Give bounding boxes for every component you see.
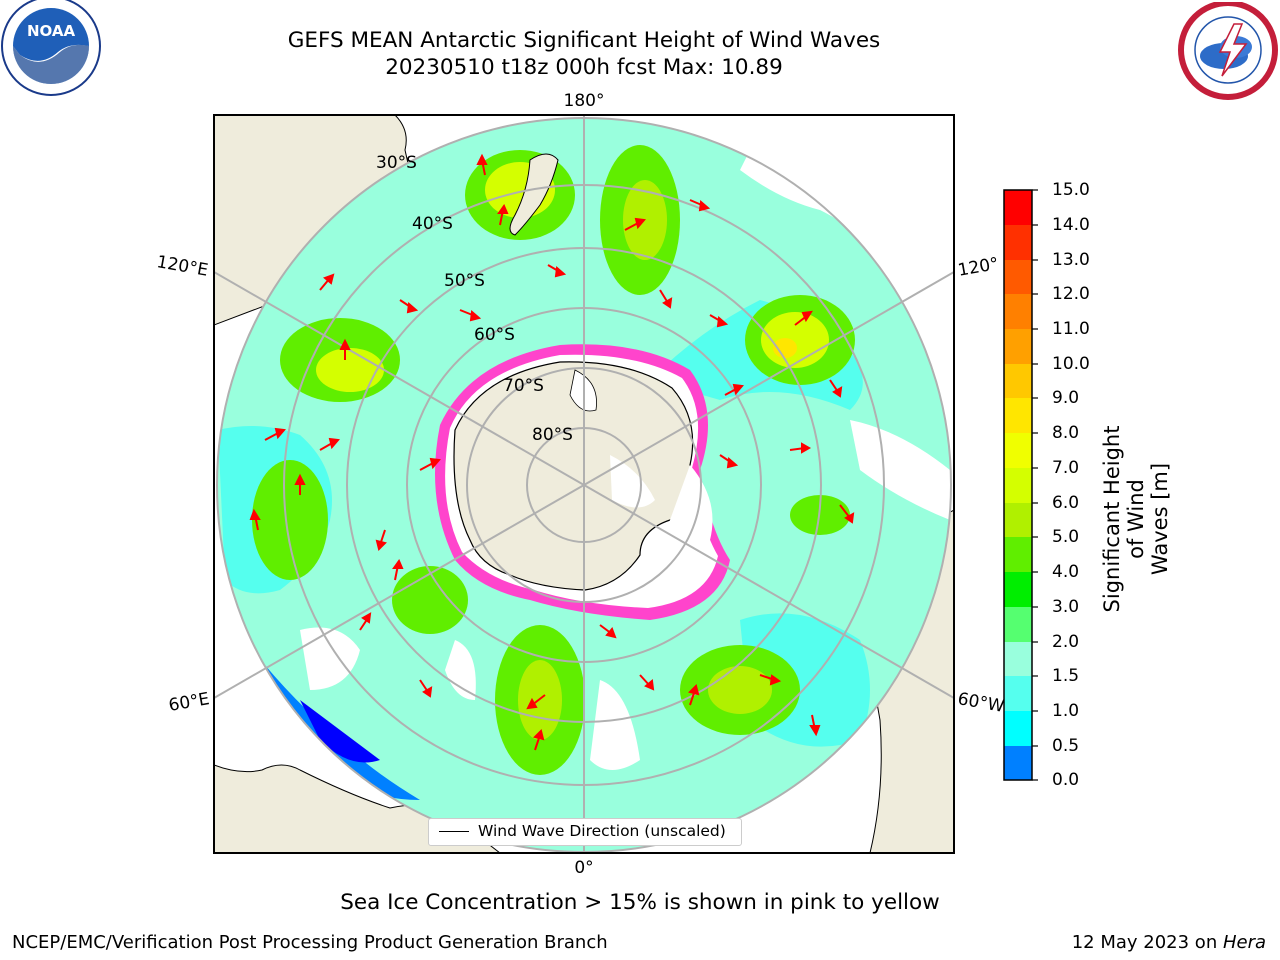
arrow (526, 694, 546, 710)
colorbar (1003, 189, 1038, 781)
lon-label-top: 180° (564, 91, 605, 111)
lat-label-30s: 30°S (376, 153, 417, 173)
lat-label-50s: 50°S (444, 271, 485, 291)
arrow (688, 684, 700, 706)
lat-label-40s: 40°S (412, 214, 453, 234)
lat-label-80s: 80°S (532, 425, 573, 445)
arrow (264, 427, 286, 441)
arrow (839, 504, 855, 524)
colorbar-tick: 0.5 (1052, 736, 1080, 756)
arrow (759, 674, 782, 686)
arrow (319, 273, 335, 291)
arrow (392, 558, 404, 581)
colorbar-label-line1: Significant Height of Wind (1100, 425, 1148, 613)
nws-logo (1178, 2, 1278, 100)
arrow (829, 379, 843, 398)
arrow (375, 529, 387, 551)
colorbar-tick: 11.0 (1052, 319, 1090, 339)
footer-branch: NCEP/EMC/Verification Post Processing Pr… (12, 932, 608, 953)
arrow (719, 454, 739, 469)
arrow (419, 679, 433, 698)
footer-date: 12 May 2023 on Hera (1072, 932, 1266, 953)
lon-label-lower-right: 60°W (956, 689, 1006, 717)
arrow (639, 674, 655, 691)
sea-ice-caption: Sea Ice Concentration > 15% is shown in … (340, 890, 940, 915)
legend-label: Wind Wave Direction (unscaled) (478, 822, 726, 840)
lat-label-70s: 70°S (503, 376, 544, 396)
colorbar-tick: 14.0 (1052, 215, 1090, 235)
colorbar-tick: 10.0 (1052, 354, 1090, 374)
colorbar-tick: 13.0 (1052, 250, 1090, 270)
colorbar-label-line2: Waves [m] (1148, 462, 1172, 576)
colorbar-tick: 15.0 (1052, 180, 1090, 200)
colorbar-tick: 6.0 (1052, 493, 1080, 513)
lon-label-lower-left: 60°E (167, 689, 211, 716)
arrow (689, 199, 711, 212)
colorbar-label: Significant Height of Wind Waves [m] (1100, 419, 1172, 619)
arrow (294, 473, 306, 495)
arrow (359, 612, 372, 631)
arrow (789, 442, 812, 454)
arrow (533, 729, 545, 751)
colorbar-tick: 3.0 (1052, 597, 1080, 617)
arrow (624, 217, 646, 231)
arrow (794, 310, 813, 326)
arrow (724, 383, 744, 396)
colorbar-tick: 5.0 (1052, 527, 1080, 547)
arrow (659, 289, 673, 309)
lon-label-upper-left: 120°E (155, 252, 209, 281)
chart-title: GEFS MEAN Antarctic Significant Height o… (287, 28, 881, 53)
arrow (547, 264, 567, 278)
arrow (249, 508, 261, 531)
arrow (419, 457, 441, 471)
footer-host: Hera (1222, 932, 1266, 953)
wind-wave-arrows (249, 153, 855, 751)
colorbar-tick: 0.0 (1052, 770, 1080, 790)
arrow (497, 203, 509, 226)
footer-date-text: 12 May 2023 on (1071, 932, 1223, 953)
arrow (459, 309, 482, 322)
colorbar-tick: 12.0 (1052, 284, 1090, 304)
colorbar-tick: 8.0 (1052, 423, 1080, 443)
colorbar-tick: 1.0 (1052, 701, 1080, 721)
lon-label-bottom: 0° (574, 858, 593, 878)
chart-subtitle: 20230510 t18z 000h fcst Max: 10.89 (385, 55, 783, 80)
colorbar-tick: 1.5 (1052, 666, 1080, 686)
lon-label-upper-right: 120° (956, 254, 1000, 281)
arrow (809, 714, 821, 737)
map-frame (213, 114, 955, 854)
arrow (709, 314, 729, 328)
colorbar-tick: 2.0 (1052, 632, 1080, 652)
colorbar-tick: 4.0 (1052, 562, 1080, 582)
arrow (599, 624, 617, 639)
lat-label-60s: 60°S (474, 325, 515, 345)
noaa-logo-text: NOAA (27, 22, 76, 40)
arrow (399, 299, 419, 314)
colorbar-tick: 9.0 (1052, 388, 1080, 408)
arrow (319, 437, 340, 451)
graticule (214, 115, 954, 853)
map-legend: Wind Wave Direction (unscaled) (428, 818, 742, 846)
colorbar-tick: 7.0 (1052, 458, 1080, 478)
arrow (339, 338, 351, 360)
noaa-logo: NOAA (1, 0, 101, 96)
legend-line-symbol (439, 831, 469, 832)
arrow (476, 153, 488, 176)
